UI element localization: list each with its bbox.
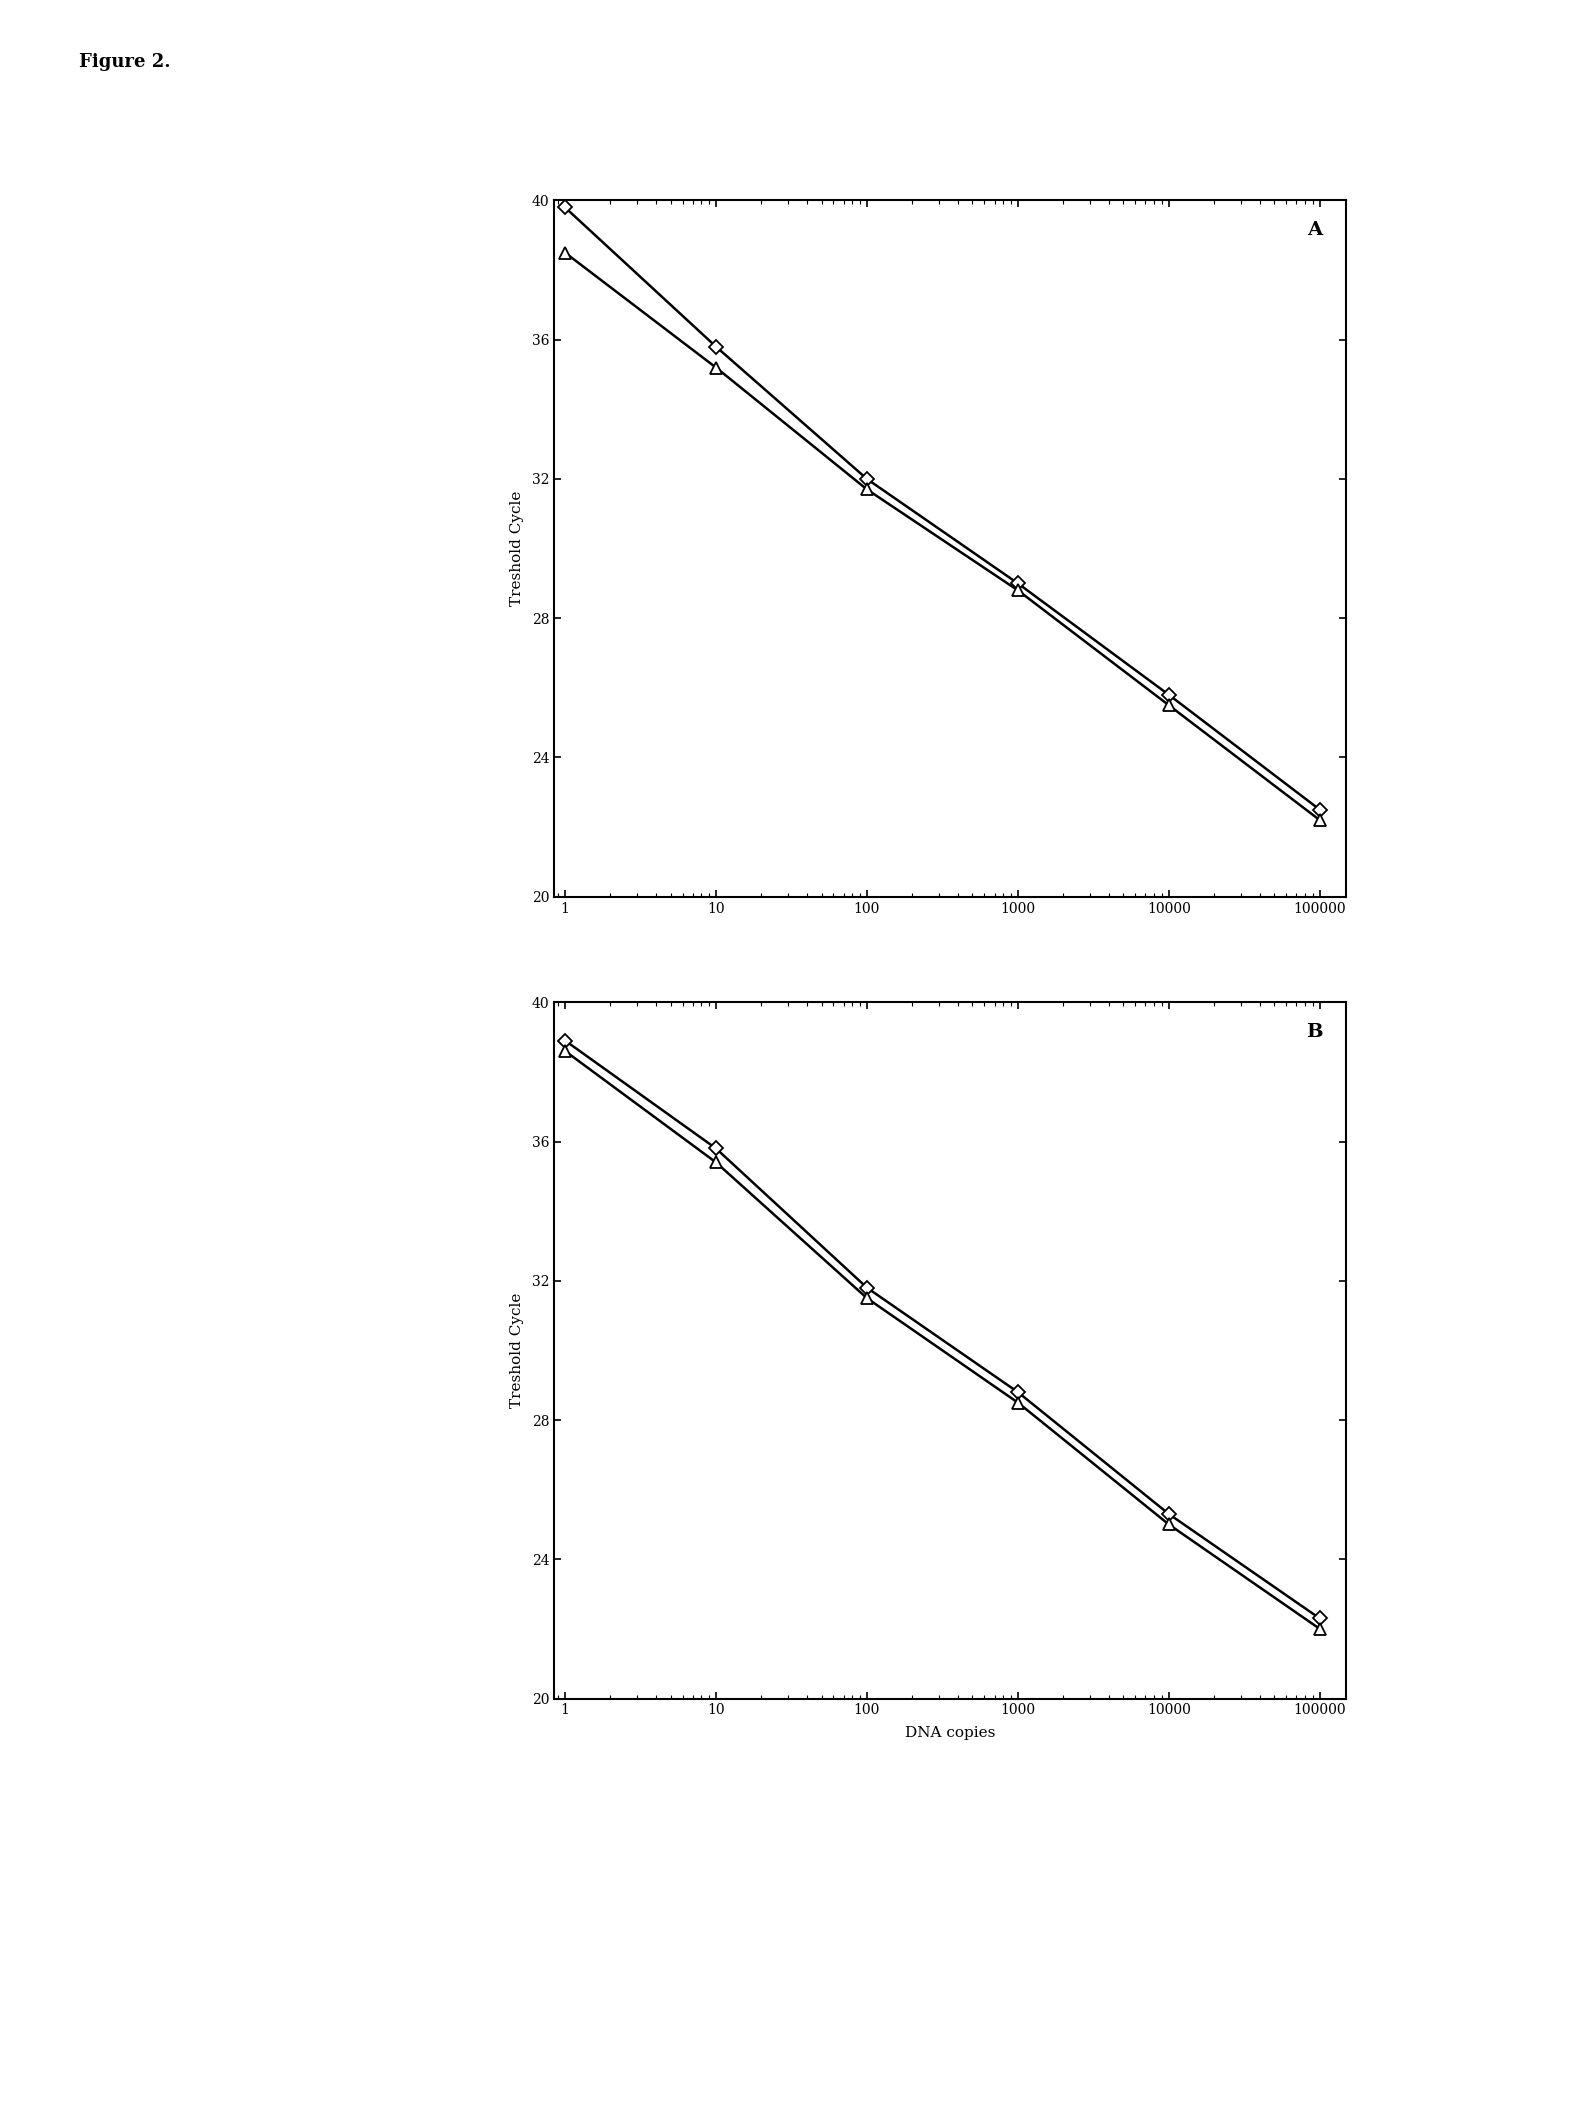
Text: A: A <box>1307 222 1323 238</box>
Y-axis label: Treshold Cycle: Treshold Cycle <box>510 1293 524 1407</box>
Y-axis label: Treshold Cycle: Treshold Cycle <box>510 492 524 606</box>
Text: Figure 2.: Figure 2. <box>79 53 171 72</box>
X-axis label: DNA copies: DNA copies <box>904 1726 996 1741</box>
Text: B: B <box>1307 1023 1323 1040</box>
